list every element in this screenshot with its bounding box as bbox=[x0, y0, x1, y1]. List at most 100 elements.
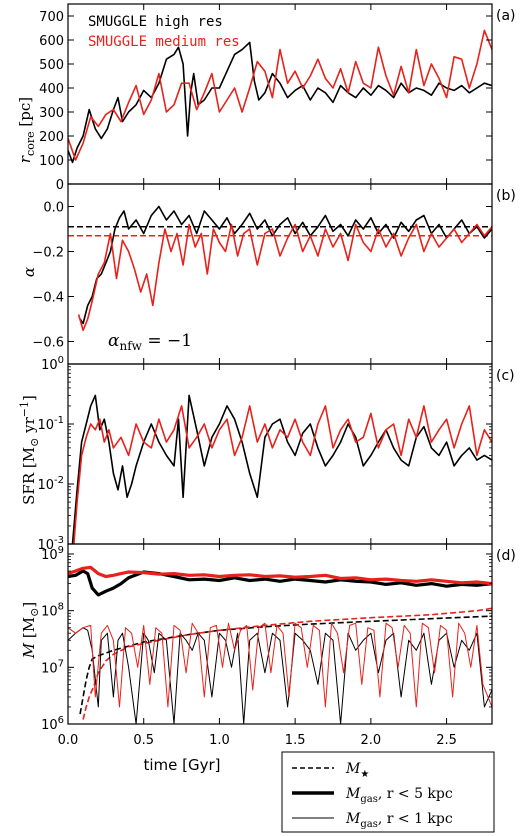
panel-d-xtick-label-4: 2.0 bbox=[361, 733, 382, 748]
panel-d-ytick-exp-3: 9 bbox=[58, 545, 64, 556]
panel-d-ytick-label-1: 107 bbox=[41, 658, 64, 676]
panel-a-ytick-label-6: 600 bbox=[39, 34, 64, 49]
panel-c-plot-area bbox=[71, 394, 492, 544]
legend-gas-1kpc-sub: gas bbox=[360, 819, 378, 830]
panel-a-ytick-label-0: 0 bbox=[56, 178, 64, 193]
panel-d-ylabel-main: M bbox=[20, 642, 38, 659]
panel-a-plot-area bbox=[68, 29, 492, 164]
legend-high-res: SMUGGLE high res bbox=[88, 14, 223, 30]
legend-stellar-mass-main: M bbox=[345, 761, 361, 777]
panel-d-series-2 bbox=[68, 569, 492, 597]
panel-b-ticks: 0.0 −0.2 −0.4 −0.6 bbox=[32, 184, 492, 364]
panel-c-ytick-label-2: 10-1 bbox=[37, 415, 64, 433]
panel-c-ylabel: SFR [M⊙ yr−1] bbox=[18, 395, 41, 505]
panel-a-ytick-label-5: 500 bbox=[39, 58, 64, 73]
panel-d-ylabel-close: ] bbox=[20, 602, 38, 608]
panel-d-ytick-base-1: 10 bbox=[41, 661, 58, 676]
panel-c-ylabel-sup: −1 bbox=[18, 401, 31, 417]
panel-a-series-1 bbox=[68, 29, 492, 161]
panel-c-ytick-base-2: 10 bbox=[37, 418, 54, 433]
panel-b-series-0 bbox=[79, 205, 492, 325]
panel-d-ylabel: M [M⊙] bbox=[20, 602, 41, 659]
panel-d-ytick-base-2: 10 bbox=[41, 605, 58, 620]
panel-d-ytick-base-0: 10 bbox=[41, 718, 58, 733]
panel-d-frame bbox=[67, 543, 493, 725]
bottom-legend: M★ Mgas, r < 5 kpc Mgas, r < 1 kpc bbox=[281, 751, 495, 833]
panel-b-frame bbox=[67, 183, 493, 365]
panel-a-ytick-label-7: 700 bbox=[39, 10, 64, 25]
panel-a-ticks: 0 100 200 300 400 500 600 700 bbox=[39, 4, 492, 193]
panel-d-ylabel-sun: ⊙ bbox=[28, 608, 41, 617]
panel-c-frame bbox=[67, 363, 493, 545]
panel-a-ylabel-sub: core bbox=[24, 131, 37, 156]
panel-d-plot-area bbox=[68, 565, 492, 724]
panel-d-series-5 bbox=[68, 622, 492, 708]
legend-gas-5kpc-main: M bbox=[345, 786, 361, 802]
panel-d-xtick-label-5: 2.5 bbox=[436, 733, 457, 748]
panel-d-xtick-label-2: 1.0 bbox=[209, 733, 230, 748]
panel-d-series-layer bbox=[68, 565, 492, 724]
panel-b: 0.0−0.2−0.4−0.6 (b) α αnfw = −1 bbox=[20, 183, 516, 365]
panel-d-xticks: 0.0 0.5 1.0 1.5 2.0 2.5 bbox=[58, 733, 457, 748]
panel-a-ylabel-main: r bbox=[16, 155, 34, 163]
panel-a: 0 100 200 300 400 500 600 700 (a) rcore [pc] SM… bbox=[16, 3, 516, 193]
panel-d-ytick-exp-0: 6 bbox=[58, 715, 64, 726]
panel-d-xtick-label-0: 0.0 bbox=[58, 733, 79, 748]
panel-d-xtick-label-1: 0.5 bbox=[133, 733, 154, 748]
panel-d-series-0 bbox=[79, 615, 492, 715]
panel-b-ytick-label-3: −0.6 bbox=[32, 336, 64, 351]
panel-b-plot-area bbox=[68, 205, 492, 332]
panel-c-ylabel-rest: yr bbox=[20, 416, 38, 437]
panel-b-series-layer bbox=[68, 205, 492, 332]
panel-a-label: (a) bbox=[496, 8, 516, 24]
panel-c-ytick-label-1: 10-2 bbox=[37, 475, 64, 493]
panel-b-annotation: αnfw = −1 bbox=[108, 331, 192, 353]
panel-b-annotation-sub: nfw bbox=[119, 339, 142, 353]
panel-c-ylabel-sun: ⊙ bbox=[28, 438, 41, 447]
panel-b-series-1 bbox=[77, 223, 492, 332]
panel-d-xtick-label-3: 1.5 bbox=[285, 733, 306, 748]
panel-b-ytick-label-1: −0.2 bbox=[32, 246, 64, 261]
panel-a-ytick-label-1: 100 bbox=[39, 154, 64, 169]
panel-c-series-1 bbox=[73, 405, 492, 544]
panel-d-ytick-exp-2: 8 bbox=[58, 602, 64, 613]
panel-b-ylabel: α bbox=[20, 267, 38, 277]
panel-c-ytick-exp-3: 0 bbox=[58, 355, 64, 366]
legend-gas-1kpc-text: Mgas, r < 1 kpc bbox=[345, 811, 453, 830]
panel-c-ylabel-end: ] bbox=[20, 395, 38, 401]
panel-c-ytick-exp-2: -1 bbox=[54, 415, 64, 426]
panel-c-ytick-base-0: 10 bbox=[37, 538, 54, 553]
legend-stellar-mass-text: M★ bbox=[345, 761, 369, 780]
panel-b-annotation-rest: = −1 bbox=[142, 331, 192, 351]
panel-a-ylabel-unit: [pc] bbox=[16, 97, 34, 131]
panel-b-annotation-main: α bbox=[108, 331, 120, 351]
panel-b-ytick-label-2: −0.4 bbox=[32, 291, 64, 306]
panel-a-series-0 bbox=[68, 41, 492, 164]
panel-d-series-1 bbox=[82, 607, 492, 720]
panel-c-ytick-label-3: 100 bbox=[41, 355, 64, 373]
legend-gas-5kpc-text: Mgas, r < 5 kpc bbox=[345, 786, 453, 805]
legend-gas-5kpc-rest: , r < 5 kpc bbox=[378, 786, 453, 802]
panel-a-ytick-label-4: 400 bbox=[39, 82, 64, 97]
panel-b-label: (b) bbox=[496, 188, 516, 204]
legend-gas-5kpc-sub: gas bbox=[360, 794, 378, 805]
panel-c-series-layer bbox=[71, 394, 492, 544]
panel-d-ylabel-open: [M bbox=[20, 617, 38, 643]
panel-d-label: (d) bbox=[496, 548, 516, 564]
panel-a-ytick-label-3: 300 bbox=[39, 106, 64, 121]
panel-c-ytick-exp-1: -2 bbox=[54, 475, 64, 486]
panel-c-ytick-exp-0: -3 bbox=[54, 535, 64, 546]
panel-c-series-0 bbox=[71, 394, 492, 544]
panel-b-ytick-label-0: 0.0 bbox=[43, 201, 64, 216]
legend-gas-1kpc-rest: , r < 1 kpc bbox=[378, 811, 453, 827]
panel-c-ylabel-main: SFR [M bbox=[20, 447, 38, 505]
panel-d-xlabel: time [Gyr] bbox=[143, 756, 220, 774]
panel-d-ytick-label-2: 108 bbox=[41, 602, 64, 620]
panel-c-ytick-base-1: 10 bbox=[37, 478, 54, 493]
legend-stellar-mass-sub: ★ bbox=[360, 769, 369, 780]
panel-d-ytick-base-3: 10 bbox=[41, 548, 58, 563]
